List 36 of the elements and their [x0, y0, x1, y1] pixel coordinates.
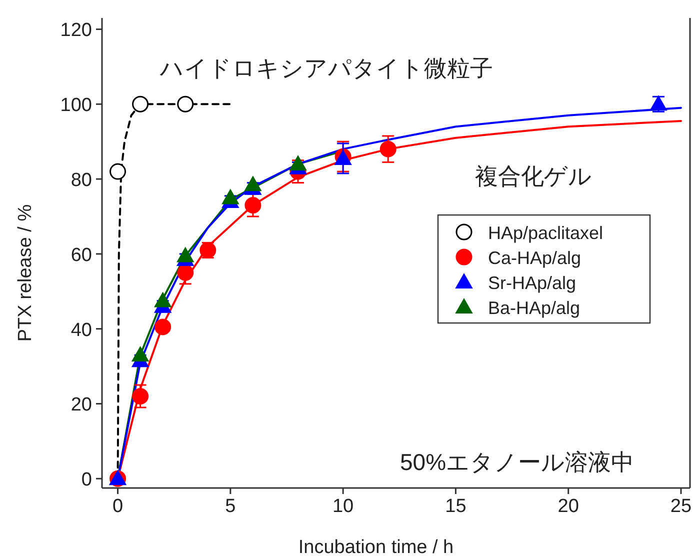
point	[132, 346, 149, 362]
y-tick-label: 100	[60, 95, 92, 116]
point	[290, 156, 306, 171]
y-tick-label: 40	[70, 320, 92, 341]
point	[154, 318, 172, 336]
annotation: ハイドロキシアパタイト微粒子	[159, 55, 493, 81]
point	[380, 140, 396, 158]
annotation: 50%エタノール溶液中	[400, 449, 634, 475]
point	[110, 163, 126, 180]
point	[132, 96, 149, 112]
point	[244, 176, 262, 192]
point	[244, 197, 262, 214]
legend-label: Ba-HAp/alg	[488, 298, 580, 318]
x-axis-title: Incubation time / h	[298, 537, 454, 558]
y-tick-label: 20	[70, 394, 92, 416]
annotation: 複合化ゲル	[475, 163, 592, 189]
legend-label: HAp/paclitaxel	[488, 223, 604, 243]
y-tick-label: 120	[60, 20, 92, 42]
y-tick-label: 60	[70, 244, 92, 266]
point	[176, 247, 194, 262]
legend-label: Sr-HAp/alg	[488, 273, 576, 293]
x-tick-label: 5	[225, 496, 236, 517]
point	[222, 189, 239, 204]
x-tick-label: 20	[558, 496, 579, 517]
legend-label: Ca-HAp/alg	[488, 248, 582, 268]
x-tick-label: 0	[112, 496, 124, 517]
y-tick-label: 0	[81, 470, 92, 491]
point	[132, 388, 149, 404]
y-tick-label: 80	[70, 170, 92, 192]
x-tick-label: 15	[445, 496, 466, 517]
point	[177, 96, 194, 112]
point	[154, 292, 172, 308]
y-axis-title: PTX release / %	[15, 204, 36, 342]
point	[177, 264, 194, 281]
x-tick-label: 10	[332, 496, 354, 517]
x-tick-label: 25	[670, 496, 692, 517]
